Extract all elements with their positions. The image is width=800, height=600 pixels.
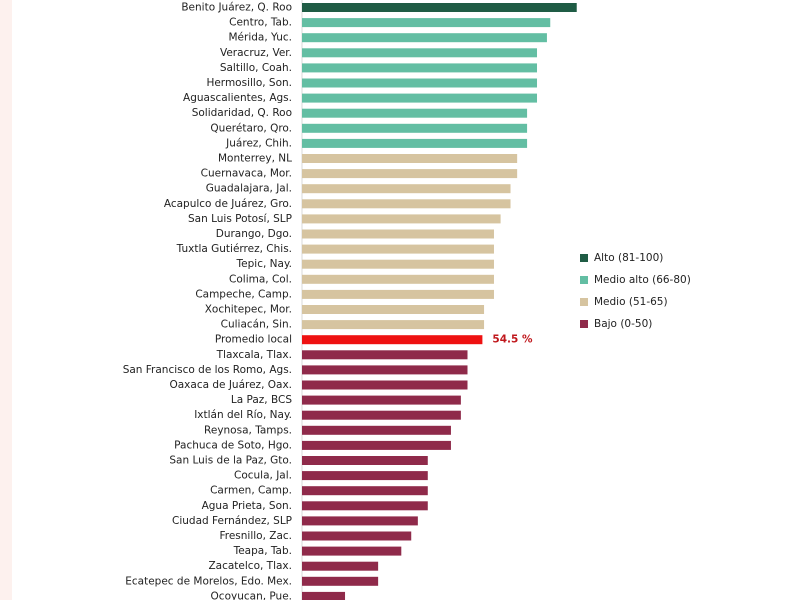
bar-bajo (302, 380, 468, 390)
bar-medio-alto (302, 33, 547, 43)
bars-group: Benito Juárez, Q. Roo Centro, Tab. Mérida,… (123, 0, 577, 600)
left-margin-strip (0, 0, 12, 600)
bar-bajo (302, 471, 428, 481)
category-label: Ciudad Fernández, SLP (172, 515, 292, 527)
category-label: Ecatepec de Morelos, Edo. Mex. (125, 575, 292, 587)
bar-alto (302, 3, 577, 12)
legend-swatch-medio-alto (580, 276, 588, 284)
category-label: Hermosillo, Son. (206, 77, 292, 89)
legend-item-medio: Medio (51-65) (580, 294, 740, 310)
bar-medio-alto (302, 93, 538, 103)
legend-label-bajo: Bajo (0-50) (594, 318, 653, 330)
bar-bajo (302, 546, 402, 556)
bar-medio (302, 289, 494, 299)
bar-bajo (302, 440, 451, 450)
average-value-label: 54.5 % (492, 334, 533, 346)
category-label: Fresnillo, Zac. (219, 530, 292, 542)
bar-medio (302, 259, 494, 269)
category-label: Oaxaca de Juárez, Oax. (169, 379, 292, 391)
legend-swatch-alto (580, 254, 588, 262)
bar-bajo (302, 591, 346, 600)
bar-medio (302, 154, 518, 163)
category-label: Durango, Dgo. (216, 228, 292, 240)
bar-bajo (302, 410, 461, 420)
category-label: Pachuca de Soto, Hgo. (174, 439, 292, 451)
bar-medio-alto (302, 48, 538, 58)
category-label: Benito Juárez, Q. Roo (181, 2, 292, 14)
category-label: Ocoyucan, Pue. (211, 590, 292, 600)
category-label: Guadalajara, Jal. (206, 183, 292, 195)
legend-label-medio: Medio (51-65) (594, 296, 668, 308)
category-label: Zacatelco, Tlax. (208, 560, 292, 572)
bar-bajo (302, 456, 428, 465)
bar-medio-alto (302, 123, 528, 133)
bar-medio (302, 305, 485, 314)
category-label: Teapa, Tab. (233, 545, 292, 557)
bar-medio-alto (302, 108, 528, 118)
category-label: La Paz, BCS (231, 394, 292, 406)
category-label: Querétaro, Qro. (210, 122, 292, 134)
category-label: Monterrey, NL (218, 153, 292, 165)
legend-label-medio-alto: Medio alto (66-80) (594, 274, 691, 286)
category-label: Mérida, Yuc. (228, 32, 292, 44)
category-label: Carmen, Camp. (210, 485, 292, 497)
category-label: San Luis de la Paz, Gto. (169, 455, 292, 467)
category-label: Saltillo, Coah. (220, 62, 292, 74)
legend-swatch-medio (580, 298, 588, 306)
bar-medio (302, 229, 494, 239)
category-label: Tepic, Nay. (236, 258, 292, 270)
average-bar (302, 335, 483, 345)
category-label: San Francisco de los Romo, Ags. (123, 364, 292, 376)
legend-swatch-bajo (580, 320, 588, 328)
bar-medio-alto (302, 63, 538, 73)
bar-medio (302, 274, 494, 284)
bar-medio (302, 199, 511, 209)
category-label: Tlaxcala, Tlax. (216, 349, 292, 361)
legend-item-medio-alto: Medio alto (66-80) (580, 272, 740, 288)
category-label: Campeche, Camp. (195, 288, 292, 300)
category-label: Xochitepec, Mor. (205, 304, 292, 316)
bar-bajo (302, 350, 468, 360)
bar-medio (302, 169, 518, 179)
bar-bajo (302, 365, 468, 375)
bar-medio (302, 214, 501, 224)
category-label: Veracruz, Ver. (220, 47, 292, 59)
bar-medio (302, 244, 494, 254)
bar-bajo (302, 425, 451, 435)
category-label: Cocula, Jal. (234, 470, 292, 482)
legend-label-alto: Alto (81-100) (594, 252, 664, 264)
legend-item-bajo: Bajo (0-50) (580, 316, 740, 332)
category-label: Agua Prieta, Son. (202, 500, 292, 512)
legend-item-alto: Alto (81-100) (580, 250, 740, 266)
category-label: Colima, Col. (229, 273, 292, 285)
average-category-label: Promedio local (215, 334, 292, 346)
bar-bajo (302, 501, 428, 511)
bar-bajo (302, 395, 461, 405)
bar-medio (302, 184, 511, 194)
category-label: Culiacán, Sin. (221, 319, 292, 331)
bar-bajo (302, 531, 412, 541)
category-label: Centro, Tab. (229, 17, 292, 29)
category-label: Solidaridad, Q. Roo (192, 107, 292, 119)
category-label: Tuxtla Gutiérrez, Chis. (176, 243, 292, 255)
category-label: Acapulco de Juárez, Gro. (164, 198, 292, 210)
bar-bajo (302, 561, 379, 571)
bar-bajo (302, 486, 428, 496)
category-label: San Luis Potosí, SLP (188, 213, 292, 225)
bar-bajo (302, 576, 379, 586)
category-label: Cuernavaca, Mor. (201, 168, 292, 180)
bar-medio-alto (302, 18, 551, 28)
category-label: Juárez, Chih. (225, 137, 292, 149)
bar-medio-alto (302, 78, 538, 88)
bar-medio-alto (302, 138, 528, 148)
category-label: Ixtlán del Río, Nay. (194, 409, 292, 421)
bar-medio (302, 320, 485, 330)
category-label: Aguascalientes, Ags. (183, 92, 292, 104)
bar-bajo (302, 516, 418, 526)
category-label: Reynosa, Tamps. (204, 424, 292, 436)
